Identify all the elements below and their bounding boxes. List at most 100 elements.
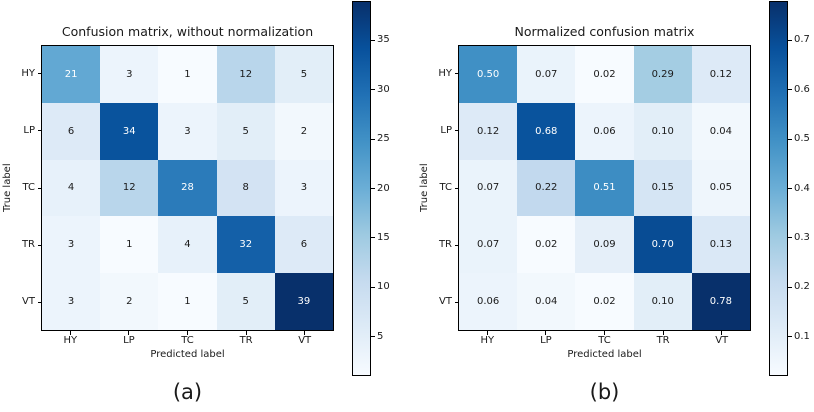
subfigure-caption: (b)	[589, 380, 620, 404]
colorbar-tick-mark	[371, 188, 375, 189]
matrix-cell-TC-TR: 0.15	[633, 159, 692, 217]
matrix-cell-TR-TR: 32	[216, 216, 275, 274]
colorbar-tick-mark	[788, 138, 792, 140]
panel-b: Normalized confusion matrix True label 0…	[417, 0, 814, 412]
matrix-cell-VT-TR: 0.10	[633, 273, 692, 330]
chart-title: Confusion matrix, without normalization	[61, 24, 314, 39]
matrix-cell-VT-LP: 2	[100, 273, 159, 330]
matrix-cell-TR-VT: 6	[274, 216, 333, 274]
matrix-cell-HY-HY: 0.50	[459, 46, 518, 103]
matrix-cell-LP-HY: 0.12	[459, 102, 518, 160]
colorbar-tick-label: 0.1	[794, 330, 810, 342]
matrix-cell-HY-LP: 3	[100, 46, 159, 103]
matrix-cell-HY-TR: 12	[216, 46, 275, 103]
colorbar-tick-mark	[788, 188, 792, 189]
colorbar-tick-label: 15	[377, 231, 390, 243]
x-tick-label: TC	[598, 335, 611, 346]
matrix-cell-HY-TC: 0.02	[575, 46, 634, 103]
colorbar-tick-mark	[788, 39, 792, 41]
confusion-matrix-grid: 21 3 1 12 5 6 34 3 5 2 4 12 28 8 3 3 1 4 32 6 3 2 1 5 39	[41, 45, 334, 331]
matrix-cell-LP-VT: 0.04	[691, 102, 750, 160]
matrix-cell-TC-TR: 8	[216, 159, 275, 217]
colorbar-tick-label: 10	[377, 281, 390, 293]
colorbar	[352, 1, 371, 376]
colorbar-tick-label: 0.7	[794, 34, 810, 46]
colorbar-tick-mark	[371, 138, 375, 140]
x-tick-mark	[662, 331, 664, 335]
matrix-cell-TC-VT: 0.05	[691, 159, 750, 217]
matrix-cell-LP-LP: 0.68	[517, 102, 576, 160]
matrix-cell-HY-TR: 0.29	[633, 46, 692, 103]
colorbar	[769, 1, 788, 376]
matrix-cell-VT-TC: 0.02	[575, 273, 634, 330]
x-tick-label: TC	[181, 335, 194, 346]
colorbar-tick-mark	[371, 39, 375, 41]
x-tick-mark	[69, 331, 71, 335]
colorbar-tick-mark	[788, 336, 792, 338]
colorbar-tick-mark	[371, 286, 375, 288]
x-tick-label: TR	[656, 335, 670, 346]
matrix-cell-TC-TC: 28	[158, 159, 217, 217]
matrix-cell-VT-VT: 0.78	[691, 273, 750, 330]
y-tick-label: TC	[22, 182, 35, 193]
matrix-cell-LP-TR: 0.10	[633, 102, 692, 160]
x-tick-mark	[128, 331, 130, 335]
matrix-cell-LP-HY: 6	[42, 102, 101, 160]
matrix-cell-LP-TC: 0.06	[575, 102, 634, 160]
colorbar-tick-mark	[371, 89, 375, 91]
matrix-cell-VT-VT: 39	[274, 273, 333, 330]
x-axis-label: Predicted label	[150, 349, 225, 360]
colorbar-tick-label: 0.2	[794, 281, 810, 293]
x-tick-mark	[486, 331, 488, 335]
matrix-cell-TR-TC: 0.09	[575, 216, 634, 274]
y-tick-label: LP	[440, 124, 452, 136]
y-axis-label: True label	[2, 163, 13, 213]
x-tick-label: VT	[715, 335, 729, 346]
x-axis-label: Predicted label	[567, 349, 642, 360]
matrix-cell-HY-VT: 5	[274, 46, 333, 103]
colorbar-tick-mark	[371, 336, 375, 338]
y-tick-label: VT	[22, 296, 35, 308]
x-tick-mark	[245, 331, 247, 335]
x-tick-mark	[604, 331, 605, 335]
colorbar-tick-label: 0.3	[794, 231, 810, 243]
y-axis-label: True label	[419, 163, 430, 213]
colorbar-tick-mark	[371, 237, 375, 239]
matrix-cell-VT-LP: 0.04	[517, 273, 576, 330]
matrix-cell-TC-LP: 0.22	[517, 159, 576, 217]
matrix-cell-VT-HY: 0.06	[459, 273, 518, 330]
subfigure-caption: (a)	[172, 380, 203, 404]
colorbar-tick-label: 0.5	[794, 133, 810, 145]
x-tick-mark	[545, 331, 547, 335]
matrix-cell-LP-TC: 3	[158, 102, 217, 160]
matrix-cell-TC-VT: 3	[274, 159, 333, 217]
matrix-cell-LP-LP: 34	[100, 102, 159, 160]
x-tick-label: HY	[63, 335, 78, 346]
confusion-matrix-grid: 0.50 0.07 0.02 0.29 0.12 0.12 0.68 0.06 0.10 0.04…	[458, 45, 751, 331]
colorbar-tick-label: 0.6	[794, 83, 810, 95]
colorbar-tick-label: 20	[377, 182, 390, 194]
x-tick-label: VT	[298, 335, 312, 346]
x-tick-mark	[187, 331, 188, 335]
matrix-cell-TR-HY: 3	[42, 216, 101, 274]
matrix-cell-VT-TC: 1	[158, 273, 217, 330]
matrix-cell-HY-TC: 1	[158, 46, 217, 103]
colorbar-tick-label: 25	[377, 133, 390, 145]
matrix-cell-TC-TC: 0.51	[575, 159, 634, 217]
colorbar-tick-mark	[788, 286, 792, 288]
matrix-cell-LP-TR: 5	[216, 102, 275, 160]
x-tick-label: HY	[480, 335, 495, 346]
colorbar-tick-label: 35	[377, 34, 390, 46]
x-tick-mark	[304, 331, 306, 335]
matrix-cell-TR-TR: 0.70	[633, 216, 692, 274]
y-tick-label: HY	[438, 67, 452, 79]
chart-title: Normalized confusion matrix	[514, 24, 695, 39]
y-tick-label: TR	[21, 239, 35, 251]
y-tick-label: VT	[439, 296, 452, 308]
colorbar-tick-mark	[788, 89, 792, 91]
matrix-cell-TR-LP: 0.02	[517, 216, 576, 274]
matrix-cell-TC-LP: 12	[100, 159, 159, 217]
matrix-cell-TR-LP: 1	[100, 216, 159, 274]
matrix-cell-TR-VT: 0.13	[691, 216, 750, 274]
